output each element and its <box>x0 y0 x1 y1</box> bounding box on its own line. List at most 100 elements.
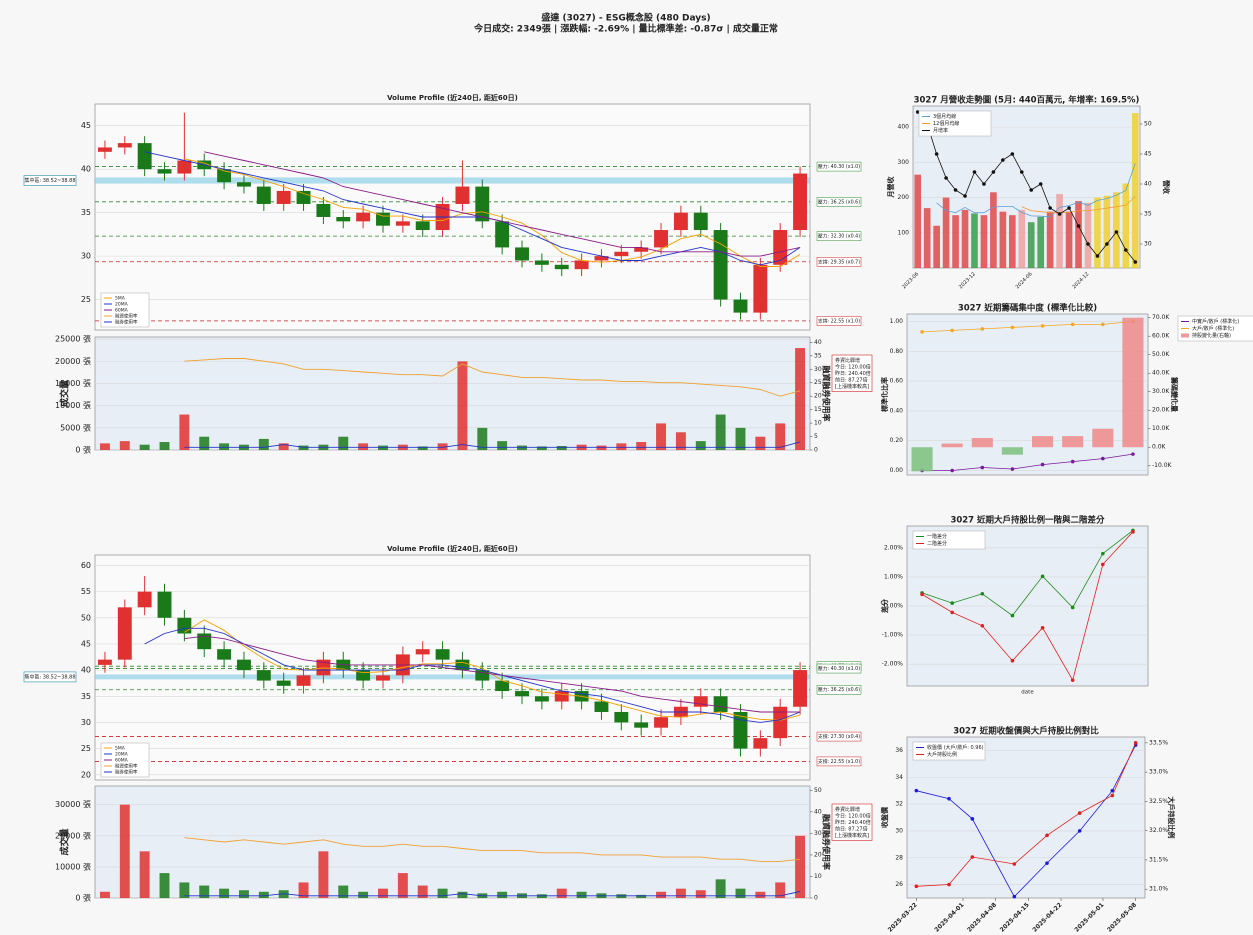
bar <box>1075 201 1082 268</box>
annotation-text: 券資比驟增 <box>835 357 860 364</box>
marker <box>991 170 996 174</box>
y-axis-label: 標準化比率 <box>880 377 889 412</box>
line <box>921 530 1134 617</box>
candle-body <box>654 230 668 248</box>
y-tick-label: 30 <box>81 252 91 261</box>
candle-body <box>276 190 291 204</box>
marker <box>1040 626 1045 630</box>
bar <box>258 438 269 450</box>
legend-label: 20MA <box>115 302 129 308</box>
candle-body <box>515 691 529 697</box>
marker <box>980 623 985 628</box>
chart-title: 3027 近期籌碼集中度 (標準化比較) <box>958 303 1097 314</box>
candle-body <box>554 691 569 702</box>
line <box>936 162 1136 218</box>
y-tick-label: 0.00 <box>890 467 904 474</box>
marker <box>1105 242 1109 246</box>
reference-label-box <box>816 756 862 767</box>
candle-body <box>256 670 271 681</box>
bar <box>258 891 269 898</box>
y-tick-label: 1.00% <box>884 573 903 580</box>
marker <box>1110 788 1115 793</box>
annotation-text: 昨日: 240.40倍 <box>835 370 871 377</box>
candle-body <box>237 182 251 187</box>
bar <box>775 882 786 898</box>
legend-swatch <box>1181 333 1189 338</box>
candle-body <box>356 212 371 222</box>
bar <box>536 446 547 450</box>
bar <box>999 211 1007 268</box>
marker <box>972 170 977 174</box>
y2-tick-label: 20 <box>814 393 822 400</box>
bar <box>477 427 488 450</box>
marker <box>1070 322 1075 327</box>
bar <box>735 888 746 898</box>
bar <box>656 423 667 450</box>
y-tick-label: 10000 張 <box>55 401 91 410</box>
y-tick-label: 45 <box>81 121 91 130</box>
y-tick-label: 10000 張 <box>55 862 91 871</box>
bar <box>1027 222 1035 268</box>
marker <box>914 884 919 889</box>
y-tick-label: 0.20 <box>890 437 904 444</box>
bar <box>219 888 230 898</box>
bar <box>942 197 950 268</box>
candle-body <box>435 649 450 660</box>
bar <box>1131 113 1139 268</box>
annotation-text: 前日: 87.27倍 <box>835 376 868 383</box>
bar <box>1122 317 1144 448</box>
y-tick-label: 35 <box>81 208 91 217</box>
candle-body <box>395 221 410 226</box>
y2-axis-label: 營收 <box>1162 180 1171 195</box>
candle-body <box>237 659 251 671</box>
marker <box>1077 829 1082 833</box>
bar <box>695 441 706 450</box>
reference-label-box <box>816 231 862 241</box>
marker <box>920 592 924 597</box>
reference-label-box <box>816 161 862 172</box>
reference-label-box <box>816 731 862 742</box>
candle-body <box>753 738 768 749</box>
line <box>184 158 801 267</box>
candle-body <box>634 247 649 252</box>
line <box>1021 196 1136 214</box>
zone-label: 集中區: 38.52~38.88 <box>24 673 75 680</box>
y-tick-label: 25000 張 <box>55 335 91 344</box>
y-axis-label: 成交量 <box>59 380 71 407</box>
marker <box>1040 462 1045 467</box>
bar <box>318 851 329 898</box>
candle-body <box>614 711 629 723</box>
y2-tick-label: 10.0K <box>1152 425 1170 432</box>
candle-body <box>97 659 112 665</box>
y-tick-label: 60 <box>81 561 91 570</box>
bar <box>139 851 150 898</box>
y-tick-label: 34 <box>895 774 903 781</box>
line <box>184 635 801 713</box>
line <box>184 441 801 448</box>
y-tick-label: 35 <box>81 692 91 701</box>
y2-tick-label: 50.0K <box>1152 351 1170 358</box>
y2-tick-label: 33.0% <box>1149 769 1168 776</box>
y2-tick-label: 50 <box>814 787 822 794</box>
bar <box>675 432 686 450</box>
candle-body <box>296 675 311 686</box>
y2-tick-label: 20.0K <box>1152 407 1170 414</box>
annotation-text: [上漲機率較高] <box>835 832 869 839</box>
candle-body <box>614 251 629 257</box>
marker <box>1076 224 1081 228</box>
candle-body <box>793 670 808 707</box>
marker <box>1101 562 1105 567</box>
marker <box>1045 861 1049 865</box>
y-tick-label: 0.80 <box>890 348 904 355</box>
bar <box>1092 428 1114 448</box>
annotation-text: 昨日: 240.40倍 <box>835 819 871 826</box>
marker <box>950 601 954 605</box>
y-tick-label: -2.00% <box>882 661 904 668</box>
y2-tick-label: 32.0% <box>1149 827 1168 834</box>
candle-body <box>793 173 808 231</box>
y-tick-label: 0.40 <box>890 407 904 414</box>
bar <box>775 423 786 450</box>
legend-label: 3個月均線 <box>933 113 956 120</box>
line <box>922 453 1133 471</box>
marker <box>1101 322 1105 327</box>
